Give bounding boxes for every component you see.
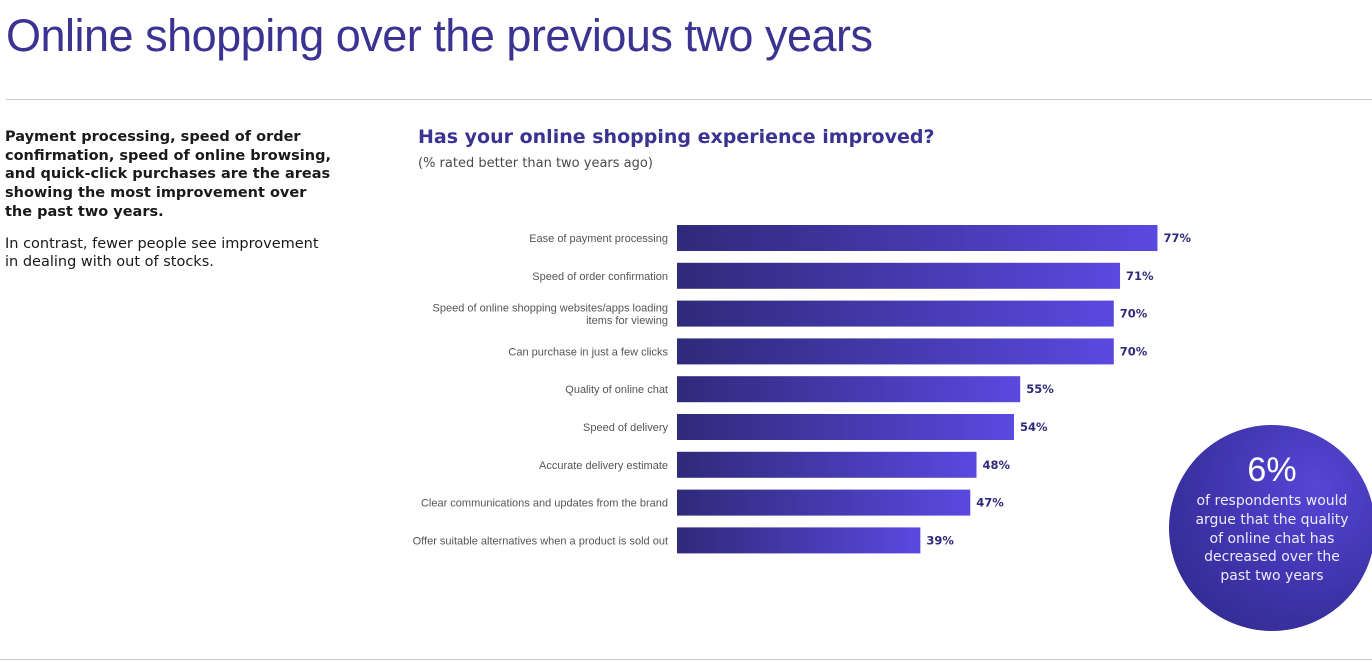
bar-value-label: 55% <box>1026 382 1054 396</box>
bar-category-label: Accurate delivery estimate <box>539 460 668 472</box>
intro-contrast-paragraph: In contrast, fewer people see improvemen… <box>5 235 319 271</box>
chart-title: Has your online shopping experience impr… <box>418 126 935 148</box>
bars-group: 77% Ease of payment processing 71% Speed of… <box>413 225 1191 554</box>
callout-text: of respondents would argue that the qual… <box>1195 493 1349 585</box>
bar-5 <box>677 376 1021 403</box>
bar-category-label: Speed of delivery <box>583 422 668 434</box>
bar-2 <box>677 262 1121 289</box>
bar-1 <box>677 225 1158 251</box>
bar-value-label: 47% <box>976 496 1004 510</box>
chart-subtitle: (% rated better than two years ago) <box>418 156 653 171</box>
bar-value-label: 48% <box>983 458 1011 472</box>
bar-category-label: Can purchase in just a few clicks <box>508 346 668 358</box>
bar-category-label: Ease of payment processing <box>529 233 668 245</box>
intro-text: Payment processing, speed of order confi… <box>5 128 335 272</box>
callout-value: 6% <box>1247 451 1297 489</box>
bar-value-label: 54% <box>1020 420 1048 434</box>
bar-4 <box>677 338 1114 365</box>
footer-divider <box>0 659 1372 660</box>
bar-6 <box>677 414 1014 440</box>
bar-3 <box>677 300 1114 327</box>
bar-value-label: 71% <box>1126 269 1154 283</box>
intro-highlight-paragraph: Payment processing, speed of order confi… <box>5 129 331 220</box>
bar-category-label: Speed of online shopping websites/apps l… <box>433 302 668 327</box>
bar-category-label: Clear communications and updates from th… <box>421 498 668 510</box>
callout-circle: 6% of respondents would argue that the q… <box>1169 425 1372 631</box>
bar-value-label: 77% <box>1163 231 1191 245</box>
bar-value-label: 39% <box>926 533 954 547</box>
bar-category-label: Speed of order confirmation <box>532 271 668 283</box>
bar-value-label: 70% <box>1120 307 1148 321</box>
bar-8 <box>677 489 971 516</box>
bar-category-label: Quality of online chat <box>565 384 668 396</box>
bar-category-label: Offer suitable alternatives when a produ… <box>413 535 668 547</box>
header-divider <box>6 99 1372 100</box>
bar-9 <box>677 527 921 554</box>
bar-7 <box>677 451 977 478</box>
page-title: Online shopping over the previous two ye… <box>6 10 873 61</box>
bar-value-label: 70% <box>1120 344 1148 358</box>
